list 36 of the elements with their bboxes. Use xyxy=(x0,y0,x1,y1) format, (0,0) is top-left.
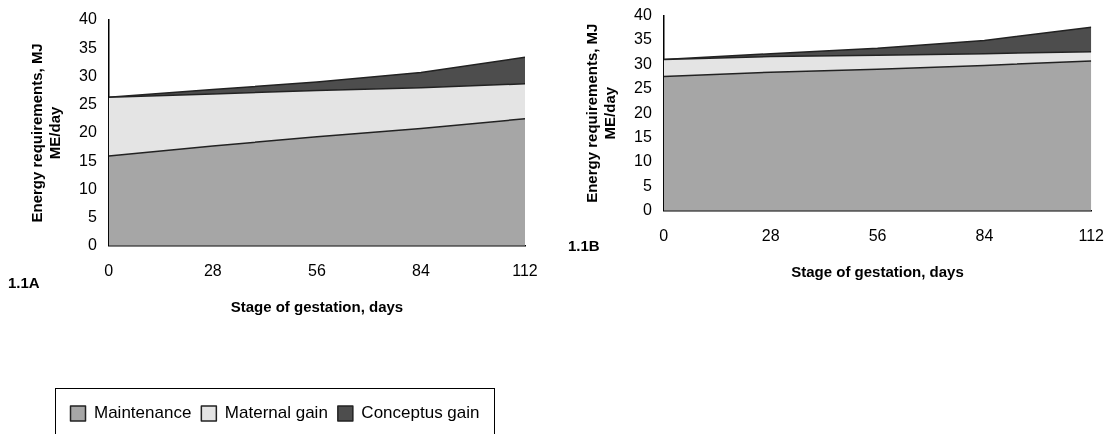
x-tick-label: 56 xyxy=(868,226,887,244)
y-tick-label: 20 xyxy=(79,123,97,141)
y-tick-label: 30 xyxy=(634,54,652,72)
y-tick-label: 25 xyxy=(634,79,652,97)
y-tick-label: 10 xyxy=(634,152,652,170)
y-tick-label: 40 xyxy=(79,10,97,28)
legend-label: Maternal gain xyxy=(224,403,328,423)
x-tick-label: 28 xyxy=(761,226,780,244)
x-tick-label: 56 xyxy=(308,261,326,279)
y-tick-label: 25 xyxy=(79,95,97,113)
y-tick-label: 5 xyxy=(642,176,652,194)
y-tick-label: 30 xyxy=(79,66,97,84)
x-tick-label: 0 xyxy=(104,261,114,279)
y-axis-title: Energy requirements, MJ ME/day xyxy=(28,43,64,223)
x-tick-label: 84 xyxy=(412,261,430,279)
legend-label: Maintenance xyxy=(94,403,192,423)
x-tick-label: 84 xyxy=(975,226,994,244)
y-tick-label: 5 xyxy=(87,207,97,225)
y-tick-label: 35 xyxy=(79,38,97,56)
y-tick-label: 20 xyxy=(634,103,652,121)
x-tick-label: 28 xyxy=(203,261,222,279)
y-tick-label: 40 xyxy=(634,6,652,24)
y-tick-label: 15 xyxy=(634,128,652,146)
x-axis-title: Stage of gestation, days xyxy=(230,298,404,316)
legend-label: Conceptus gain xyxy=(361,403,480,423)
x-tick-label: 112 xyxy=(512,261,538,279)
x-axis-title: Stage of gestation, days xyxy=(791,263,964,281)
y-tick-label: 0 xyxy=(642,201,652,219)
y-tick-label: 10 xyxy=(79,179,97,197)
y-tick-label: 15 xyxy=(79,151,97,169)
x-tick-label: 112 xyxy=(1078,226,1105,244)
x-tick-label: 0 xyxy=(659,226,669,244)
y-tick-label: 35 xyxy=(634,30,652,48)
text: 1.1B xyxy=(568,236,600,254)
text: 1.1A xyxy=(8,273,40,291)
y-axis-title: Energy requirements, MJ ME/day xyxy=(583,23,619,203)
